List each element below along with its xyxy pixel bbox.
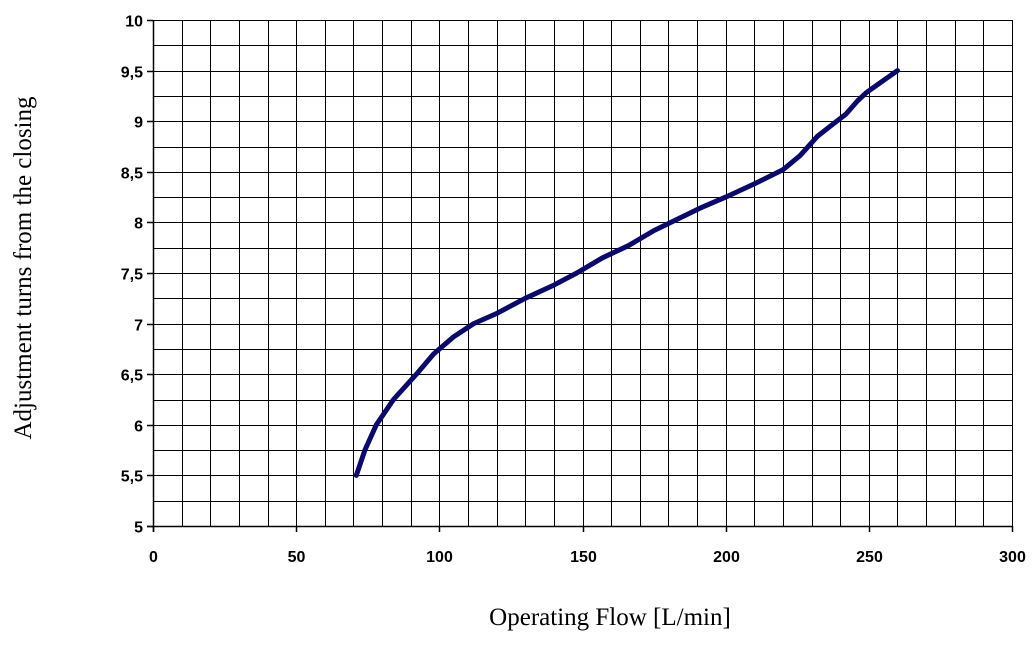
y-tick-label: 7,5	[121, 267, 143, 284]
y-tick-label: 9,5	[121, 65, 143, 82]
y-tick-label: 7	[134, 318, 143, 335]
x-tick-label: 150	[570, 549, 597, 566]
y-tick-label: 8,5	[121, 166, 143, 183]
y-tick-label: 9	[134, 115, 143, 132]
y-tick-label: 10	[125, 14, 143, 31]
x-tick-label: 250	[856, 549, 883, 566]
series-line	[353, 68, 900, 478]
x-axis-title: Operating Flow [L/min]	[489, 604, 731, 631]
y-tick-label: 6	[134, 419, 143, 436]
axes	[147, 19, 1014, 532]
x-tick-label: 50	[288, 549, 306, 566]
x-tick-label: 300	[999, 549, 1026, 566]
x-tick-label: 0	[149, 549, 158, 566]
y-tick-label: 5,5	[121, 469, 143, 486]
y-tick-label: 5	[134, 520, 143, 537]
series	[353, 68, 900, 478]
x-tick-label: 100	[426, 549, 453, 566]
grid	[153, 20, 1013, 527]
y-tick-label: 6,5	[121, 368, 143, 385]
x-tick-label: 200	[713, 549, 740, 566]
y-axis-title: Adjustment turns from the closing	[10, 96, 37, 440]
y-tick-label: 8	[134, 216, 143, 233]
